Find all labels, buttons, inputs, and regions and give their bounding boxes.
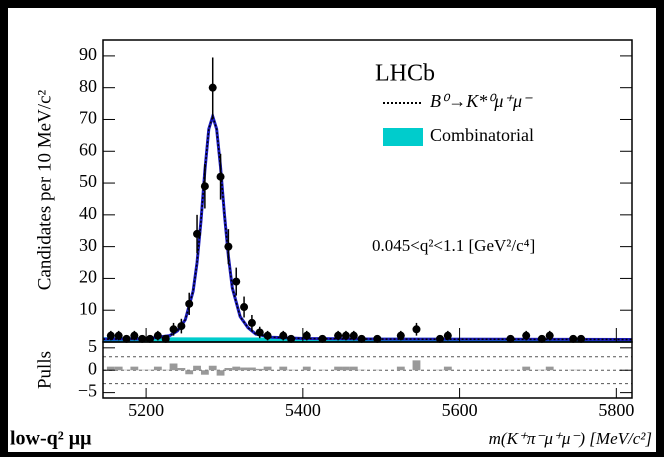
y-tick-label: 50 — [79, 171, 97, 191]
data-point — [208, 83, 217, 92]
data-point — [357, 334, 366, 343]
pull-bar — [412, 360, 421, 371]
annotation: 0.045<q²<1.1 [GeV²/c⁴] — [372, 236, 535, 255]
data-point — [247, 318, 256, 327]
y-tick-label: 60 — [79, 139, 97, 159]
data-point — [216, 172, 225, 181]
x-tick-label: 5600 — [442, 400, 478, 420]
y-tick-label: −5 — [78, 381, 97, 401]
pull-bar — [106, 366, 115, 371]
data-point — [349, 331, 358, 340]
pull-bar — [247, 367, 256, 371]
data-point — [435, 334, 444, 343]
data-point — [114, 331, 123, 340]
data-point — [185, 299, 194, 308]
x-tick-label: 5800 — [598, 400, 634, 420]
data-point — [522, 331, 531, 340]
pull-bar — [522, 366, 531, 371]
data-point — [537, 334, 546, 343]
y-tick-label: 30 — [79, 235, 97, 255]
y-tick-label: 40 — [79, 203, 97, 223]
data-point — [443, 331, 452, 340]
data-point — [169, 325, 178, 334]
data-point — [200, 182, 209, 191]
pull-bar — [302, 366, 311, 371]
data-point — [577, 334, 586, 343]
pull-bar — [153, 366, 162, 371]
y-axis-label: Candidates per 10 MeV/c² — [34, 90, 55, 291]
data-point — [318, 334, 327, 343]
data-point — [263, 331, 272, 340]
experiment-label: LHCb — [375, 61, 435, 87]
pull-bar — [114, 366, 123, 371]
data-point — [341, 331, 350, 340]
data-point — [545, 331, 554, 340]
corner-label: low-q² μμ — [10, 428, 92, 450]
pull-bar — [200, 370, 209, 375]
data-point — [122, 334, 131, 343]
pull-bar — [232, 366, 241, 371]
pull-bar — [545, 366, 554, 371]
legend-swatch — [383, 128, 423, 146]
pull-bar — [279, 366, 288, 371]
data-point — [334, 331, 343, 340]
x-tick-label: 5400 — [285, 400, 321, 420]
pull-bar — [334, 366, 343, 371]
data-point — [177, 322, 186, 331]
pull-bar — [443, 366, 452, 371]
y-tick-label: 5 — [88, 336, 97, 356]
x-tick-label: 5200 — [128, 400, 164, 420]
data-point — [569, 334, 578, 343]
y-tick-label: 80 — [79, 76, 97, 96]
data-point — [373, 334, 382, 343]
data-point — [279, 331, 288, 340]
pull-bar — [177, 367, 186, 371]
pull-bar — [240, 367, 248, 371]
data-point — [130, 331, 139, 340]
pull-bar — [193, 365, 201, 371]
x-axis-label: m(K⁺π⁻μ⁺μ⁻) [MeV/c²] — [489, 429, 652, 448]
pull-bar — [208, 365, 217, 371]
data-point — [255, 328, 264, 337]
data-point — [240, 303, 249, 312]
y-tick-label: 20 — [79, 267, 97, 287]
pull-bar — [349, 366, 358, 371]
data-point — [153, 331, 162, 340]
data-point — [138, 334, 147, 343]
pull-bar — [255, 368, 264, 371]
pulls-axis-label: Pulls — [34, 351, 55, 389]
legend-label: B⁰→K*⁰μ⁺μ⁻ — [430, 91, 533, 111]
pull-bar — [169, 363, 178, 371]
pull-bar — [224, 367, 233, 371]
pull-bar — [216, 370, 225, 376]
pull-bar — [130, 366, 139, 371]
data-point — [302, 331, 311, 340]
pull-bar — [185, 370, 194, 375]
legend-label: Combinatorial — [430, 125, 534, 145]
data-point — [232, 277, 241, 286]
data-point — [412, 325, 421, 334]
data-point — [396, 331, 405, 340]
data-point — [106, 331, 115, 340]
pull-bar — [263, 366, 272, 371]
y-tick-label: 10 — [79, 298, 97, 318]
data-point — [224, 242, 233, 251]
y-tick-label: 0 — [88, 358, 97, 378]
data-point — [193, 229, 202, 238]
y-tick-label: 90 — [79, 44, 97, 64]
data-point — [506, 334, 515, 343]
pull-bar — [342, 366, 350, 371]
data-point — [146, 334, 155, 343]
data-point — [287, 334, 296, 343]
canvas — [8, 8, 656, 452]
data-point — [161, 334, 170, 343]
y-tick-label: 70 — [79, 108, 97, 128]
pull-bar — [396, 366, 405, 371]
